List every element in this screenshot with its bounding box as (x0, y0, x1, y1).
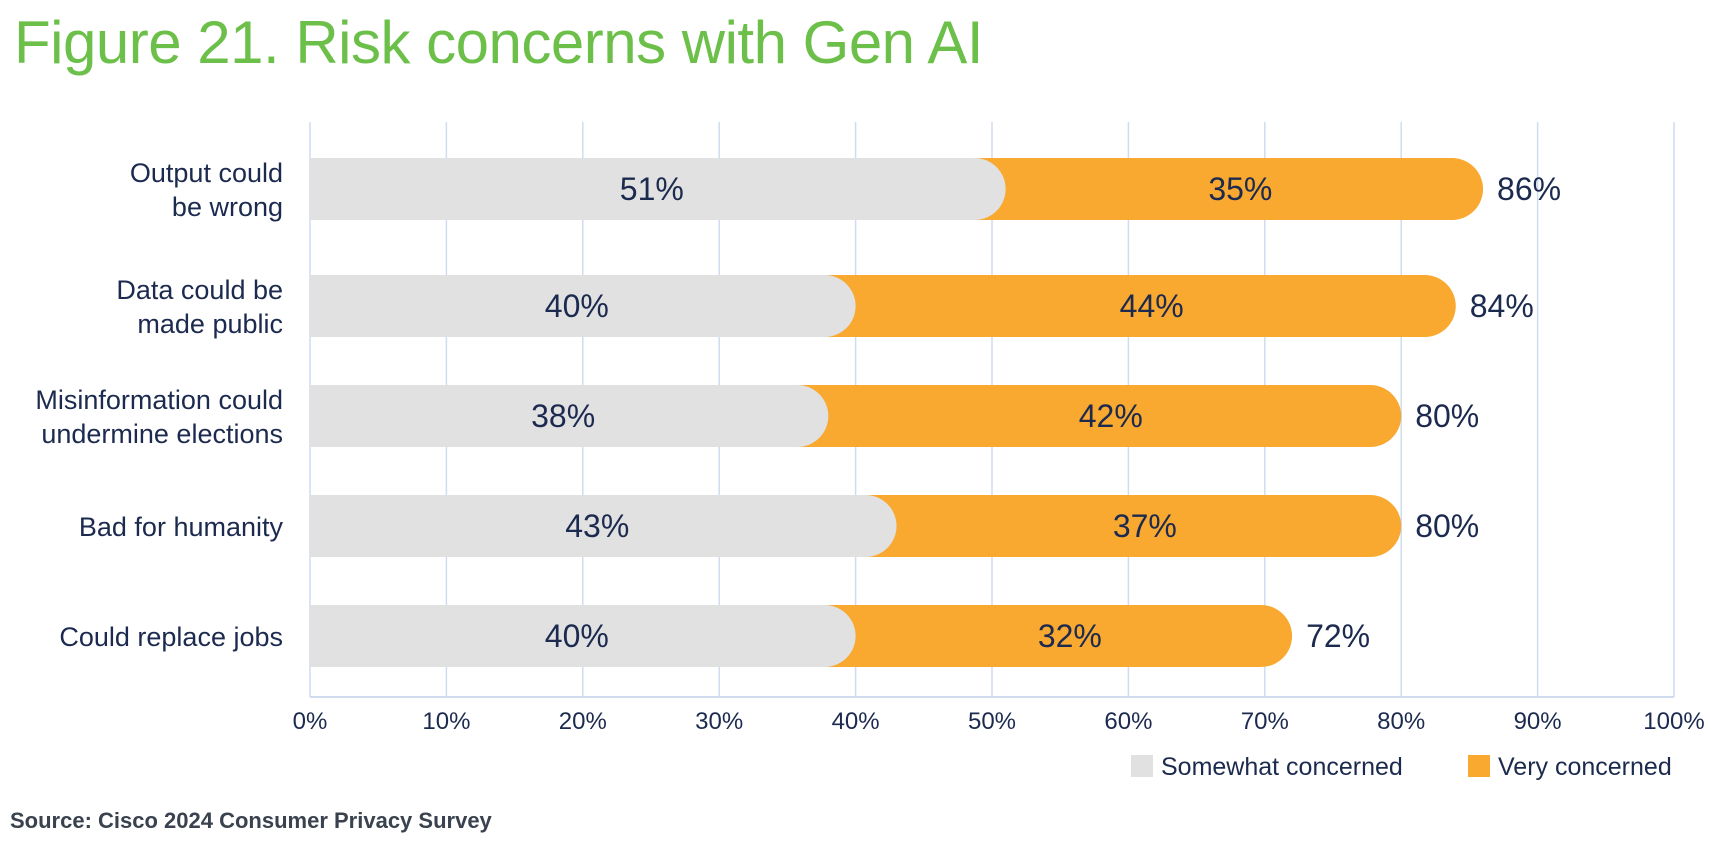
bar-value-label: 51% (620, 171, 684, 207)
x-tick-label: 40% (832, 708, 880, 735)
bar-value-label: 44% (1120, 288, 1184, 324)
x-tick-label: 80% (1377, 708, 1425, 735)
x-tick-label: 100% (1643, 708, 1704, 735)
bar-value-label: 40% (545, 618, 609, 654)
page-title: Figure 21. Risk concerns with Gen AI (14, 9, 984, 76)
legend-swatch (1468, 755, 1490, 777)
bar-value-label: 32% (1038, 618, 1102, 654)
x-tick-label: 20% (559, 708, 607, 735)
risk-concerns-chart: 0% 10% 20% 30% 40% 50% 60% 70% 80% 90% 100% 51% 35% 8… (35, 122, 1705, 781)
bar-somewhat-concerned (310, 605, 856, 667)
bar-somewhat-concerned (310, 495, 897, 557)
bar-value-label: 40% (545, 288, 609, 324)
category-label: Misinformation could (35, 385, 283, 415)
bar-somewhat-concerned (310, 385, 829, 447)
category-label: Output could (130, 158, 283, 188)
bar-value-label: 35% (1208, 171, 1272, 207)
x-tick-label: 50% (968, 708, 1016, 735)
category-label: Could replace jobs (59, 622, 283, 652)
bar-total-label: 72% (1306, 618, 1370, 654)
category-label: made public (137, 309, 283, 339)
legend-swatch (1131, 755, 1153, 777)
category-label: Bad for humanity (79, 512, 284, 542)
bar-very-concerned (824, 605, 1293, 667)
x-tick-label: 90% (1514, 708, 1562, 735)
bar-value-label: 37% (1113, 508, 1177, 544)
x-tick-label: 60% (1104, 708, 1152, 735)
bar-total-label: 86% (1497, 171, 1561, 207)
source-note: Source: Cisco 2024 Consumer Privacy Surv… (10, 808, 492, 833)
category-label: be wrong (172, 192, 283, 222)
bar-somewhat-concerned (310, 158, 1006, 220)
bar-total-label: 84% (1470, 288, 1534, 324)
category-label: Data could be (116, 275, 283, 305)
x-tick-label: 30% (695, 708, 743, 735)
bar-value-label: 43% (565, 508, 629, 544)
bar-total-label: 80% (1415, 398, 1479, 434)
bar-total-label: 80% (1415, 508, 1479, 544)
category-label: undermine elections (41, 419, 283, 449)
bar-very-concerned (865, 495, 1402, 557)
bar-very-concerned (824, 275, 1456, 337)
bar-very-concerned (797, 385, 1402, 447)
x-tick-label: 10% (422, 708, 470, 735)
bar-somewhat-concerned (310, 275, 856, 337)
bar-value-label: 38% (531, 398, 595, 434)
legend-label: Somewhat concerned (1161, 753, 1403, 781)
bar-very-concerned (974, 158, 1484, 220)
x-tick-label: 70% (1241, 708, 1289, 735)
legend-label: Very concerned (1498, 753, 1672, 781)
bar-value-label: 42% (1079, 398, 1143, 434)
x-tick-label: 0% (293, 708, 328, 735)
